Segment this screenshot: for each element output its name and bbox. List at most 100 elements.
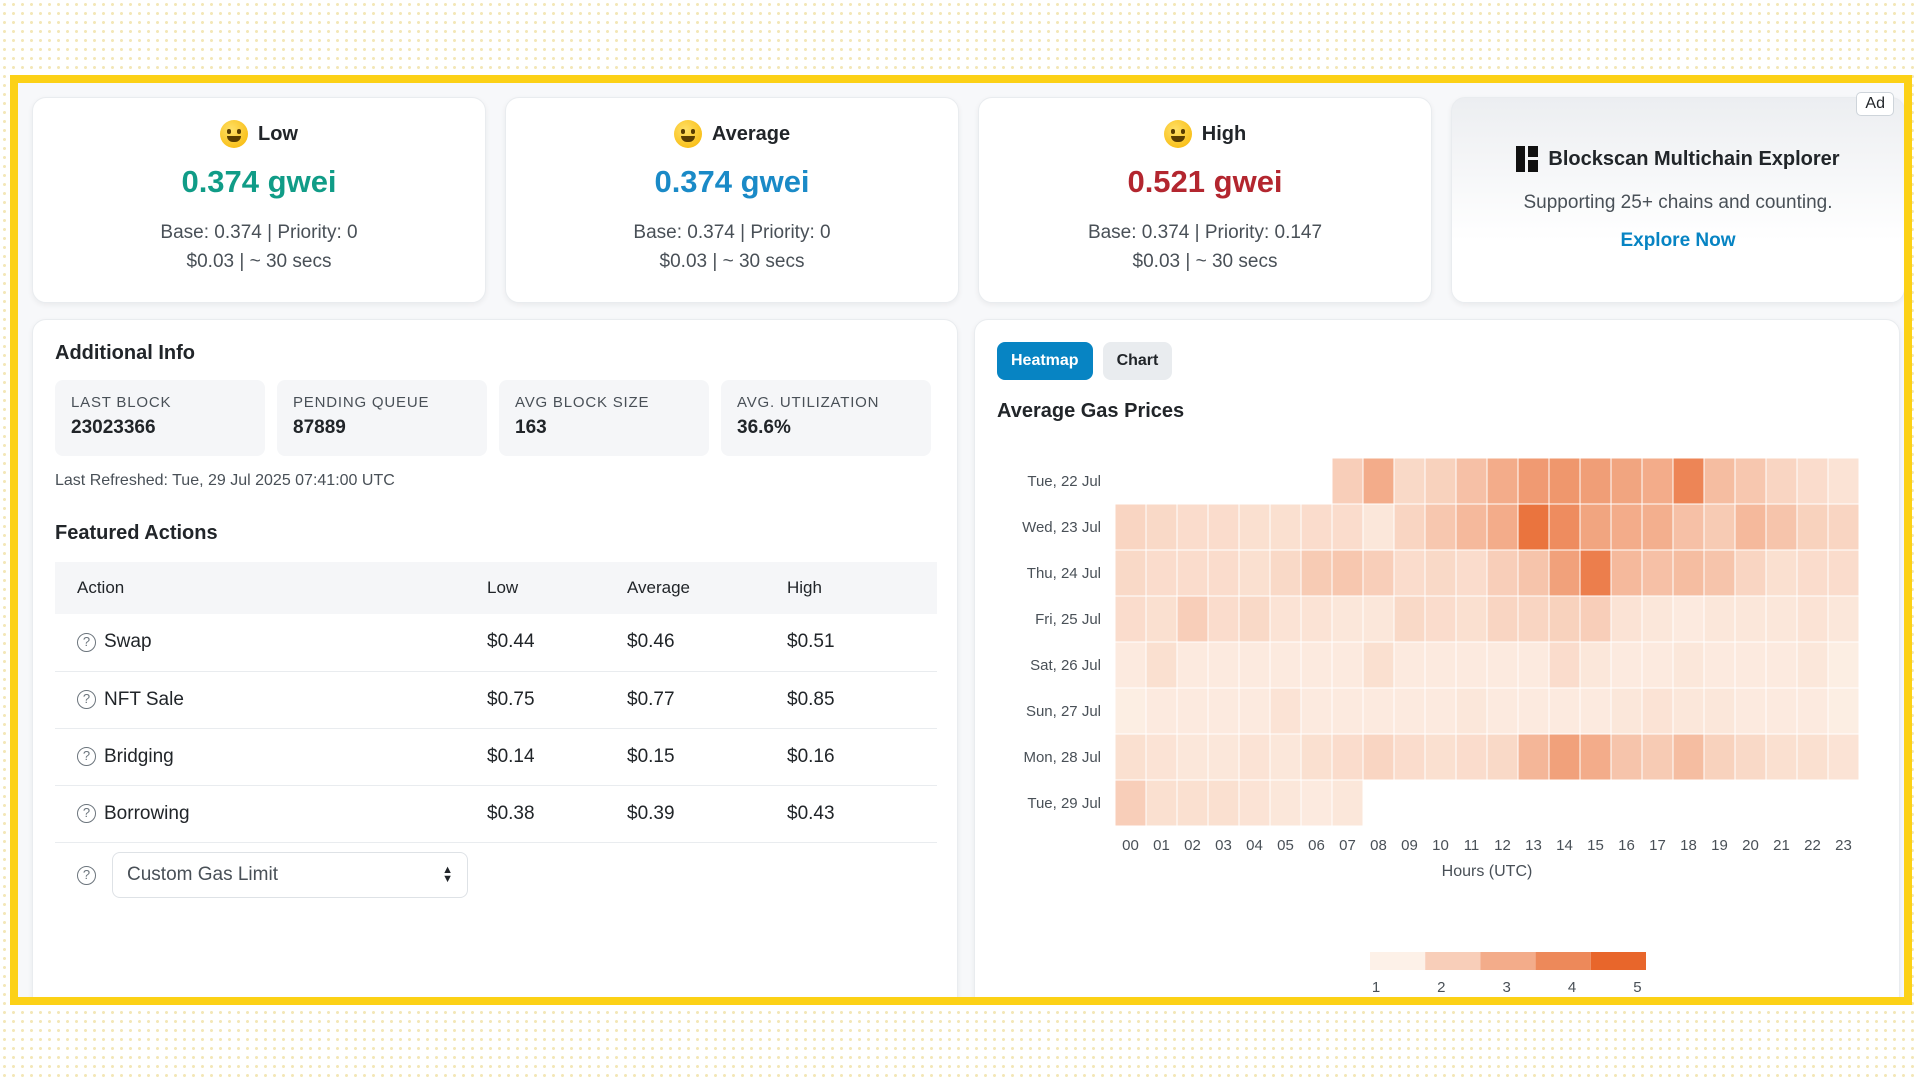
heatmap-cell bbox=[1765, 641, 1798, 689]
average-label: Average bbox=[711, 122, 791, 145]
heatmap-hour-tick: 10 bbox=[1432, 837, 1449, 854]
gas-heatmap-panel: Heatmap Chart Average Gas Prices Tue, 22… bbox=[974, 319, 1900, 997]
heatmap-cell bbox=[1579, 457, 1612, 505]
heatmap-hour-tick: 09 bbox=[1401, 837, 1418, 854]
heatmap-cell bbox=[1207, 595, 1240, 643]
heatmap-row-label: Fri, 25 Jul bbox=[1035, 611, 1101, 628]
heatmap-cell bbox=[1517, 503, 1550, 551]
heatmap-row-label: Wed, 23 Jul bbox=[1022, 519, 1101, 536]
custom-gas-limit-input[interactable]: Custom Gas Limit ▲ ▼ bbox=[112, 852, 468, 898]
action-name: Swap bbox=[104, 631, 152, 653]
heatmap-cell bbox=[1579, 503, 1612, 551]
heatmap-cell bbox=[1827, 733, 1860, 781]
heatmap-cell bbox=[1145, 733, 1178, 781]
heatmap-cell bbox=[1796, 733, 1829, 781]
heatmap-cell bbox=[1486, 503, 1519, 551]
tab-chart[interactable]: Chart bbox=[1102, 342, 1173, 380]
heatmap-cell bbox=[1486, 457, 1519, 505]
heatmap-cell bbox=[1176, 503, 1209, 551]
heatmap-cell bbox=[1362, 687, 1395, 735]
heatmap-cell bbox=[1393, 503, 1426, 551]
heatmap-cell bbox=[1486, 595, 1519, 643]
heatmap-cell bbox=[1176, 549, 1209, 597]
low-cost: $0.44 bbox=[465, 614, 605, 672]
help-icon[interactable]: ? bbox=[77, 865, 96, 885]
heatmap-hour-tick: 06 bbox=[1308, 837, 1325, 854]
heatmap-hour-tick: 17 bbox=[1649, 837, 1666, 854]
heatmap-cell bbox=[1827, 549, 1860, 597]
heatmap-cell bbox=[1269, 779, 1302, 827]
heatmap-cell bbox=[1765, 503, 1798, 551]
heatmap-cell bbox=[1455, 595, 1488, 643]
heatmap-cell bbox=[1331, 457, 1364, 505]
ad-card[interactable]: Ad Blockscan Multichain Explorer Support… bbox=[1451, 92, 1904, 303]
heatmap-cell bbox=[1827, 503, 1860, 551]
stat-label: PENDING QUEUE bbox=[293, 394, 430, 411]
header-high: High bbox=[787, 578, 822, 597]
heatmap-cell bbox=[1672, 503, 1705, 551]
header-low: Low bbox=[487, 578, 519, 597]
heatmap-row-label: Tue, 22 Jul bbox=[1027, 473, 1101, 490]
high-cost: $0.85 bbox=[765, 671, 937, 729]
gas-price-heatmap: Tue, 22 Jul Wed, 23 Jul Thu, 24 Jul Fri, 25… bbox=[1022, 457, 1860, 996]
heatmap-cell bbox=[1114, 503, 1147, 551]
heatmap-cell bbox=[1734, 595, 1767, 643]
heatmap-cell bbox=[1331, 503, 1364, 551]
action-name: NFT Sale bbox=[104, 688, 184, 710]
heatmap-cell bbox=[1207, 549, 1240, 597]
heatmap-cell bbox=[1486, 687, 1519, 735]
heatmap-cell bbox=[1455, 733, 1488, 781]
explore-now-link[interactable]: Explore Now bbox=[1620, 230, 1736, 251]
stat-last-block: LAST BLOCK 23023366 bbox=[55, 380, 265, 456]
heatmap-cell bbox=[1238, 641, 1271, 689]
heatmap-cell bbox=[1734, 549, 1767, 597]
heatmap-title: Average Gas Prices bbox=[997, 400, 1185, 422]
smile-emoji-icon bbox=[673, 120, 702, 148]
average-price-card: Average 0.374 gwei Base: 0.374 | Priorit… bbox=[505, 97, 959, 303]
header-average: Average bbox=[627, 578, 691, 597]
heatmap-cell bbox=[1579, 595, 1612, 643]
heatmap-cell bbox=[1176, 687, 1209, 735]
heatmap-cell bbox=[1238, 733, 1271, 781]
stepper-icon[interactable]: ▲ ▼ bbox=[442, 864, 453, 885]
heatmap-cell bbox=[1827, 457, 1860, 505]
action-name: Bridging bbox=[104, 745, 174, 767]
heatmap-row-label: Tue, 29 Jul bbox=[1027, 795, 1101, 812]
high-cost: $0.51 bbox=[765, 614, 937, 672]
heatmap-cell bbox=[1672, 687, 1705, 735]
heatmap-cell bbox=[1238, 503, 1271, 551]
heatmap-cell bbox=[1486, 549, 1519, 597]
help-icon[interactable]: ? bbox=[77, 803, 96, 823]
heatmap-cell bbox=[1393, 641, 1426, 689]
high-gwei-value: 0.521 gwei bbox=[1127, 164, 1283, 199]
legend-swatch bbox=[1370, 952, 1426, 970]
tab-heatmap[interactable]: Heatmap bbox=[997, 342, 1093, 380]
high-cost: $0.16 bbox=[765, 728, 937, 786]
heatmap-hour-tick: 12 bbox=[1494, 837, 1511, 854]
low-gwei-value: 0.374 gwei bbox=[181, 164, 337, 199]
heatmap-cell bbox=[1517, 641, 1550, 689]
heatmap-cell bbox=[1300, 595, 1333, 643]
heatmap-cell bbox=[1362, 595, 1395, 643]
table-row: ? Borrowing $0.38 $0.39 $0.43 bbox=[55, 785, 937, 843]
help-icon[interactable]: ? bbox=[77, 746, 96, 766]
heatmap-cell bbox=[1641, 595, 1674, 643]
heatmap-cell bbox=[1610, 687, 1643, 735]
heatmap-cell bbox=[1579, 549, 1612, 597]
heatmap-cell bbox=[1610, 503, 1643, 551]
heatmap-cell bbox=[1796, 549, 1829, 597]
help-icon[interactable]: ? bbox=[77, 632, 96, 652]
heatmap-cell bbox=[1114, 549, 1147, 597]
table-header-row: Action Low Average High bbox=[55, 562, 937, 614]
heatmap-hour-tick: 18 bbox=[1680, 837, 1697, 854]
heatmap-cell bbox=[1176, 779, 1209, 827]
average-cost-time: $0.03 | ~ 30 secs bbox=[659, 251, 805, 272]
help-icon[interactable]: ? bbox=[77, 689, 96, 709]
heatmap-cell bbox=[1424, 687, 1457, 735]
heatmap-cell bbox=[1300, 687, 1333, 735]
legend-swatch bbox=[1425, 952, 1481, 970]
heatmap-cell bbox=[1238, 687, 1271, 735]
heatmap-cell bbox=[1362, 641, 1395, 689]
legend-swatch bbox=[1590, 952, 1646, 970]
featured-actions-title: Featured Actions bbox=[55, 522, 218, 544]
